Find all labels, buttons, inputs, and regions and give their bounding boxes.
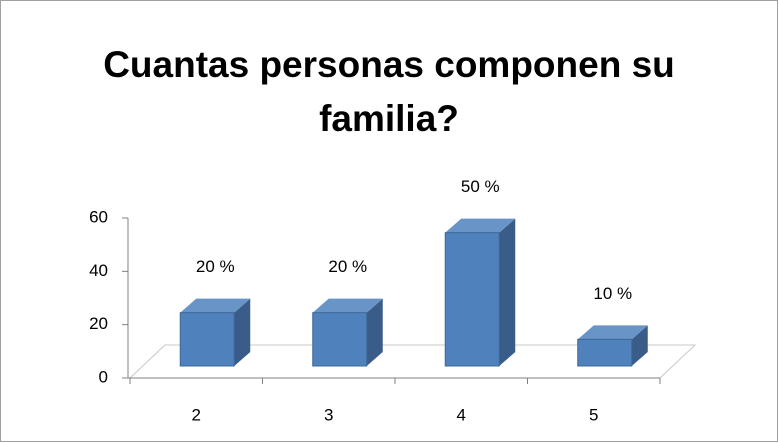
y-tick-label: 20	[89, 314, 108, 333]
x-tick-label: 2	[192, 405, 201, 424]
bar	[577, 338, 633, 367]
bar-top	[445, 218, 516, 233]
bar-top	[312, 298, 383, 313]
bar-side	[234, 298, 251, 366]
y-tick-label: 40	[89, 261, 108, 280]
bar-side	[499, 218, 516, 366]
value-label: 20 %	[328, 257, 367, 276]
bar	[444, 232, 500, 367]
value-label: 10 %	[593, 284, 632, 303]
bar	[179, 312, 235, 367]
chart-title: Cuantas personas componen su familia?	[103, 44, 675, 139]
bar	[312, 312, 368, 367]
value-label: 50 %	[461, 177, 500, 196]
bar-side	[631, 325, 648, 366]
bar-top	[180, 298, 251, 313]
y-tick-label: 60	[89, 207, 108, 226]
x-tick-label: 3	[324, 405, 333, 424]
value-label: 20 %	[196, 257, 235, 276]
y-tick-label: 0	[99, 367, 108, 386]
x-tick-label: 4	[457, 405, 466, 424]
bar-top	[577, 325, 648, 340]
bar-side	[366, 298, 383, 366]
x-tick-label: 5	[589, 405, 598, 424]
